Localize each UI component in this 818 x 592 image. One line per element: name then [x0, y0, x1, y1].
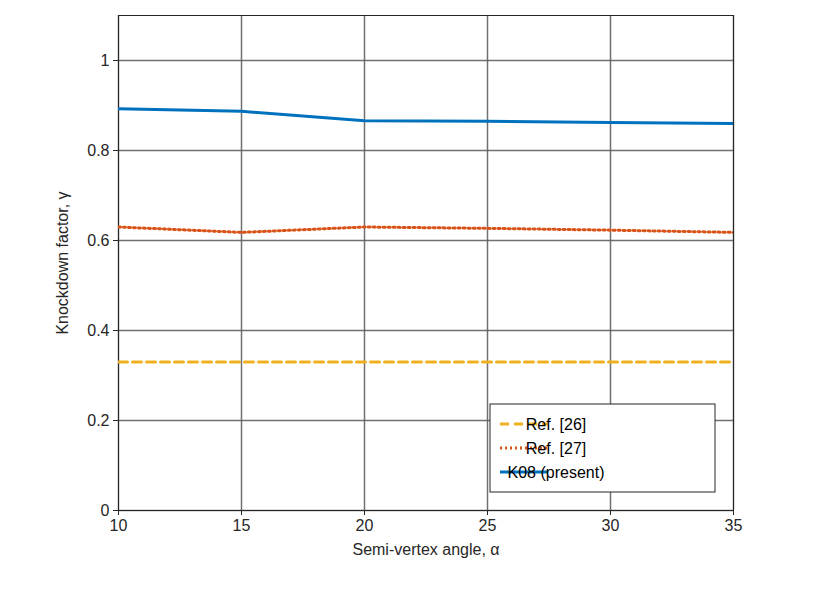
svg-text:30: 30: [602, 517, 620, 534]
svg-text:0.2: 0.2: [87, 412, 109, 429]
svg-text:0: 0: [101, 502, 110, 519]
svg-text:25: 25: [479, 517, 497, 534]
svg-text:Knockdown factor, γ: Knockdown factor, γ: [54, 191, 71, 334]
svg-text:20: 20: [356, 517, 374, 534]
svg-text:Semi-vertex angle, α: Semi-vertex angle, α: [352, 541, 499, 558]
svg-text:10: 10: [110, 517, 128, 534]
svg-text:0.4: 0.4: [87, 322, 109, 339]
svg-text:Ref. [27]: Ref. [27]: [526, 440, 586, 457]
svg-text:1: 1: [101, 52, 110, 69]
svg-text:35: 35: [725, 517, 743, 534]
svg-text:15: 15: [233, 517, 251, 534]
svg-text:0.8: 0.8: [87, 142, 109, 159]
svg-text:K08 (present): K08 (present): [508, 464, 605, 481]
svg-text:0.6: 0.6: [87, 232, 109, 249]
svg-text:Ref. [26]: Ref. [26]: [526, 416, 586, 433]
